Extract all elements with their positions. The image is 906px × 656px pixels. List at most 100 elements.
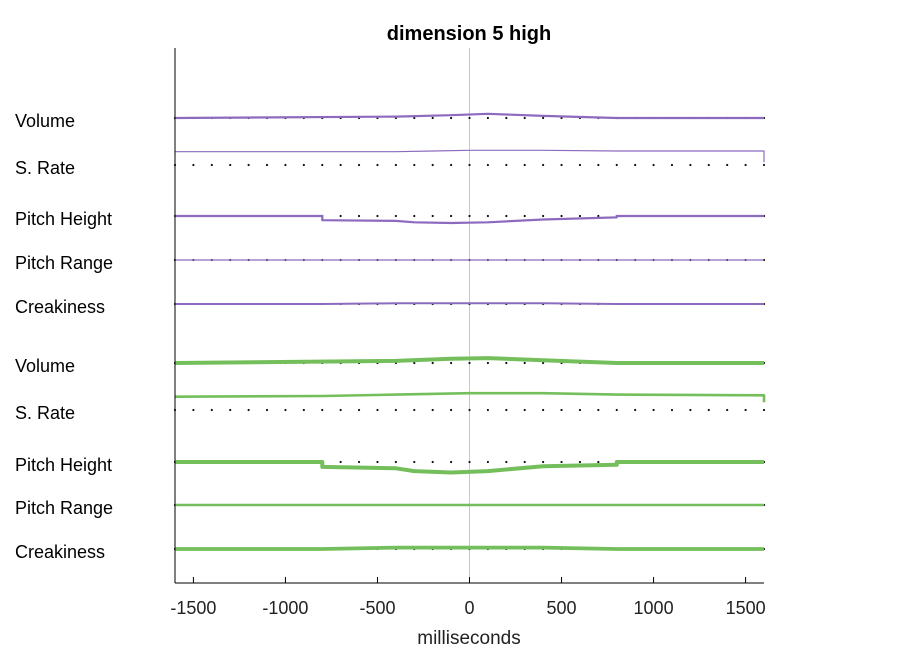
x-axis-label: milliseconds xyxy=(417,628,520,649)
reference-dot xyxy=(560,163,563,167)
reference-dot xyxy=(597,163,600,167)
reference-dot xyxy=(615,163,618,167)
row-label: Pitch Range xyxy=(15,498,113,518)
reference-dot xyxy=(449,214,453,218)
reference-dot xyxy=(542,408,545,412)
reference-dot xyxy=(597,408,600,412)
series-line-s-rate-2 xyxy=(174,391,766,403)
reference-dot xyxy=(670,408,674,412)
row-label: Pitch Range xyxy=(15,253,113,273)
reference-dot xyxy=(229,163,232,167)
reference-dot xyxy=(560,408,563,412)
row-label: Pitch Height xyxy=(15,209,112,229)
reference-dot xyxy=(670,163,674,167)
reference-dot xyxy=(321,163,324,167)
reference-dot xyxy=(726,163,729,167)
reference-dot xyxy=(578,163,582,167)
reference-dot xyxy=(486,408,490,412)
x-tick-label: 1000 xyxy=(634,598,674,618)
reference-dot xyxy=(523,116,526,120)
reference-dot xyxy=(247,163,250,167)
reference-dot xyxy=(302,408,305,412)
reference-dot xyxy=(468,116,471,120)
reference-dot xyxy=(339,214,342,218)
row-label: Volume xyxy=(15,111,75,131)
x-tick-label: 1500 xyxy=(726,598,766,618)
reference-dot xyxy=(523,361,526,365)
series-line-creakiness-1 xyxy=(175,302,764,305)
reference-dot xyxy=(578,408,582,412)
reference-dot xyxy=(265,408,269,412)
series-line-pitch-height-1 xyxy=(175,214,764,225)
reference-dot xyxy=(376,408,379,412)
x-tick-label: -1500 xyxy=(170,598,216,618)
row-label: S. Rate xyxy=(15,158,75,178)
reference-dot xyxy=(210,408,213,412)
x-tick-label: 500 xyxy=(547,598,577,618)
reference-dot xyxy=(652,163,655,167)
series-line-volume-1 xyxy=(174,112,764,120)
reference-dot xyxy=(486,460,490,464)
reference-dot xyxy=(615,408,618,412)
series-line-pitch-height-2 xyxy=(175,460,764,475)
reference-dot xyxy=(634,163,637,167)
reference-dot xyxy=(449,408,453,412)
reference-dot xyxy=(468,163,471,167)
row-label: Creakiness xyxy=(15,297,105,317)
reference-dot xyxy=(560,460,563,464)
reference-dot xyxy=(449,116,453,120)
reference-dot xyxy=(394,460,397,464)
reference-dot xyxy=(284,163,287,167)
reference-dot xyxy=(542,214,545,218)
row-label: Volume xyxy=(15,356,75,376)
reference-dot xyxy=(449,163,453,167)
reference-dot xyxy=(505,460,508,464)
reference-dot xyxy=(707,408,710,412)
reference-dot xyxy=(505,116,508,120)
chart-title: dimension 5 high xyxy=(387,23,551,45)
reference-dot xyxy=(652,408,655,412)
reference-dot xyxy=(192,408,195,412)
x-tick-label: 0 xyxy=(464,598,474,618)
reference-dot xyxy=(229,408,232,412)
reference-dot xyxy=(523,163,526,167)
series-line-volume-2 xyxy=(174,356,764,365)
reference-dot xyxy=(468,214,471,218)
reference-dot xyxy=(744,408,747,412)
reference-dot xyxy=(468,408,471,412)
reference-dot xyxy=(542,460,545,464)
reference-dot xyxy=(413,361,416,365)
x-tick-label: -500 xyxy=(359,598,395,618)
reference-dot xyxy=(486,163,490,167)
reference-dot xyxy=(357,408,361,412)
reference-dot xyxy=(376,163,379,167)
reference-dot xyxy=(339,460,342,464)
row-label: S. Rate xyxy=(15,403,75,423)
reference-dot xyxy=(505,408,508,412)
reference-dot xyxy=(431,408,434,412)
x-tick-label: -1000 xyxy=(262,598,308,618)
reference-dot xyxy=(413,460,416,464)
reference-dot xyxy=(357,460,361,464)
reference-dot xyxy=(357,214,361,218)
reference-dot xyxy=(431,460,434,464)
row-label: Pitch Height xyxy=(15,455,112,475)
reference-dot xyxy=(505,214,508,218)
reference-dot xyxy=(523,408,526,412)
reference-dot xyxy=(578,214,582,218)
reference-dot xyxy=(542,361,545,365)
reference-dot xyxy=(394,163,397,167)
reference-dot xyxy=(597,460,600,464)
reference-dot xyxy=(376,214,379,218)
reference-dot xyxy=(726,408,729,412)
reference-dot xyxy=(689,408,692,412)
reference-dot xyxy=(744,163,747,167)
reference-dot xyxy=(413,408,416,412)
reference-dot xyxy=(560,214,563,218)
reference-dot xyxy=(210,163,213,167)
reference-dot xyxy=(394,408,397,412)
reference-dot xyxy=(431,361,434,365)
reference-dot xyxy=(505,361,508,365)
reference-dot xyxy=(449,361,453,365)
